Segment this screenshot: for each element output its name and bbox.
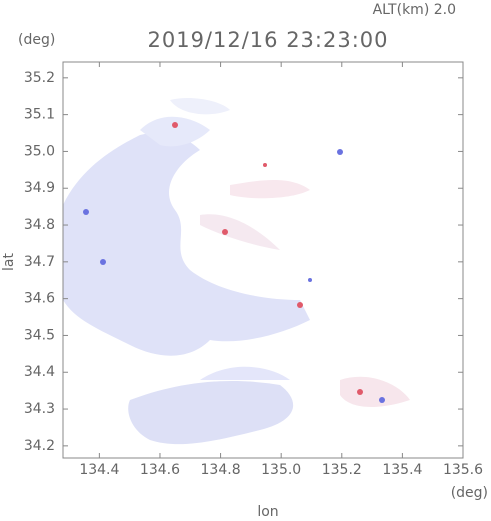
radar-echo bbox=[63, 98, 410, 445]
y-tick-label: 35.1 bbox=[24, 107, 55, 123]
y-tick-label: 34.6 bbox=[24, 291, 55, 307]
x-tick-label: 135.6 bbox=[443, 462, 483, 478]
y-unit: (deg) bbox=[18, 32, 55, 48]
x-tick-label: 135.0 bbox=[261, 462, 301, 478]
plot-frame bbox=[62, 61, 464, 459]
y-tick-label: 34.8 bbox=[24, 217, 55, 233]
x-axis-label: lon bbox=[257, 504, 278, 520]
y-axis-label: lat bbox=[1, 253, 17, 271]
y-tick-label: 35.2 bbox=[24, 70, 55, 86]
x-tick-label: 134.4 bbox=[79, 462, 119, 478]
y-tick-label: 34.3 bbox=[24, 401, 55, 417]
y-tick-label: 35.0 bbox=[24, 143, 55, 159]
x-tick-label: 134.8 bbox=[201, 462, 241, 478]
y-tick-label: 34.7 bbox=[24, 254, 55, 270]
y-tick-label: 34.2 bbox=[24, 438, 55, 454]
x-tick-label: 135.2 bbox=[322, 462, 362, 478]
y-tick-label: 34.5 bbox=[24, 327, 55, 343]
x-tick-label: 134.6 bbox=[140, 462, 180, 478]
altitude-label: ALT(km) 2.0 bbox=[373, 2, 456, 18]
y-tick-label: 34.4 bbox=[24, 364, 55, 380]
chart-title: 2019/12/16 23:23:00 bbox=[147, 28, 388, 52]
x-unit: (deg) bbox=[451, 485, 488, 501]
y-tick-label: 34.9 bbox=[24, 180, 55, 196]
x-tick-label: 135.4 bbox=[382, 462, 422, 478]
